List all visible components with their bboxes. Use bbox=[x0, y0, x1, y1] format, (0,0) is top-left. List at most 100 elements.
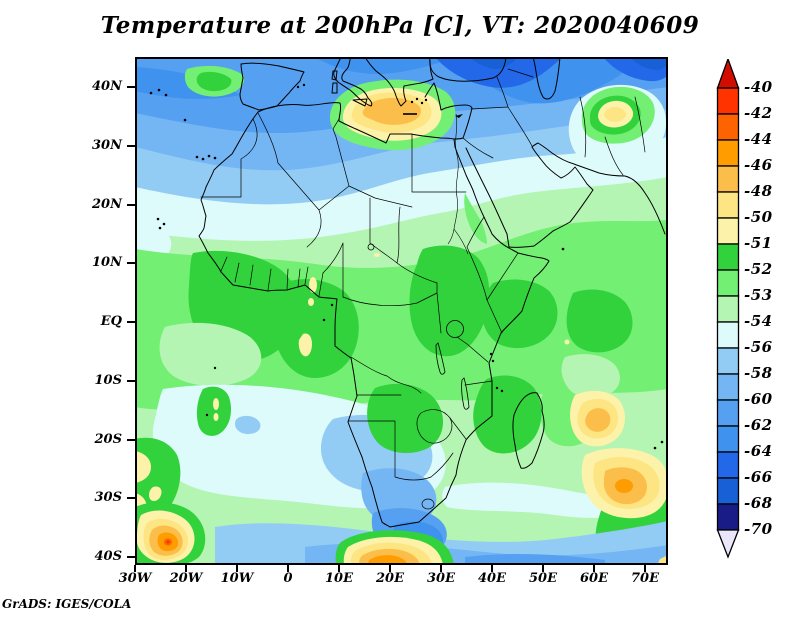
colorbar-arrow-above bbox=[716, 59, 740, 89]
x-axis-label: 40E bbox=[478, 571, 506, 586]
x-axis-tick bbox=[287, 565, 289, 572]
y-axis-tick bbox=[127, 497, 135, 500]
y-axis-label: 30N bbox=[92, 137, 122, 153]
y-axis-label: 40S bbox=[94, 549, 122, 564]
x-axis-label: 0 bbox=[283, 571, 293, 586]
y-axis-label: 20S bbox=[94, 431, 122, 447]
colorbar-tick-label: -60 bbox=[744, 390, 773, 408]
colorbar-cell bbox=[716, 477, 740, 505]
y-axis-label: 40N bbox=[92, 79, 122, 94]
colorbar-tick-label: -54 bbox=[744, 312, 773, 330]
x-axis-tick bbox=[542, 565, 544, 572]
colorbar-tick-label: -46 bbox=[744, 156, 773, 174]
colorbar-cell bbox=[716, 217, 740, 245]
x-axis-label: 10E bbox=[325, 571, 353, 586]
nile-river bbox=[447, 113, 469, 255]
colorbar-tick-label: -48 bbox=[744, 182, 773, 200]
y-axis-tick bbox=[127, 262, 135, 265]
y-axis-label: 10N bbox=[92, 255, 122, 271]
lake-malawi bbox=[461, 377, 470, 410]
lake-layer bbox=[367, 243, 470, 410]
colorbar-cell bbox=[716, 113, 740, 141]
x-axis-tick bbox=[491, 565, 493, 572]
colorbar-tick-label: -56 bbox=[744, 338, 773, 356]
x-axis-tick bbox=[440, 565, 442, 572]
map-frame bbox=[135, 57, 668, 565]
y-axis-label: 30S bbox=[94, 490, 122, 506]
madagascar-coastline bbox=[512, 392, 545, 469]
colorbar-bar bbox=[716, 59, 740, 559]
x-axis-tick bbox=[389, 565, 391, 572]
colorbar-cell bbox=[716, 165, 740, 193]
attribution-text: GrADS: IGES/COLA bbox=[2, 597, 132, 611]
x-axis-label: 20E bbox=[376, 571, 404, 586]
y-axis-tick bbox=[127, 144, 135, 147]
x-axis-tick bbox=[338, 565, 340, 572]
colorbar-cell bbox=[716, 295, 740, 323]
y-axis-tick bbox=[127, 86, 135, 88]
y-axis-tick bbox=[127, 556, 135, 558]
x-axis-tick bbox=[134, 565, 136, 572]
y-axis-tick bbox=[127, 438, 135, 441]
colorbar-tick-label: -68 bbox=[744, 494, 773, 512]
x-axis-label: 30W bbox=[118, 571, 152, 586]
colorbar-tick-label: -66 bbox=[744, 468, 773, 486]
colorbar-tick-label: -58 bbox=[744, 364, 773, 382]
colorbar-cell bbox=[716, 87, 740, 115]
colorbar-cell bbox=[716, 243, 740, 271]
y-axis-label: EQ bbox=[100, 314, 122, 329]
colorbar-cell bbox=[716, 269, 740, 297]
arabia-coastline bbox=[465, 146, 594, 248]
x-axis-label: 70E bbox=[631, 571, 659, 586]
black-sea-coastline bbox=[429, 57, 507, 82]
x-axis-tick bbox=[593, 565, 595, 572]
contour-fill-layer bbox=[135, 57, 668, 565]
x-axis-tick bbox=[185, 565, 187, 572]
colorbar-tick-label: -53 bbox=[744, 286, 773, 304]
colorbar-tick-label: -50 bbox=[744, 208, 773, 226]
map-plot bbox=[135, 57, 668, 565]
colorbar-cell bbox=[716, 373, 740, 401]
x-axis-label: 20W bbox=[169, 571, 203, 586]
lake-victoria bbox=[446, 320, 464, 338]
colorbar-cell bbox=[716, 191, 740, 219]
colorbar-tick-label: -70 bbox=[744, 520, 773, 538]
x-axis-label: 10W bbox=[220, 571, 254, 586]
colorbar-cell bbox=[716, 321, 740, 349]
river-layer bbox=[447, 113, 469, 255]
colorbar-tick-label: -52 bbox=[744, 260, 773, 278]
x-axis-tick bbox=[644, 565, 646, 572]
y-axis-tick bbox=[127, 379, 135, 382]
turkey-levant-coastline bbox=[424, 82, 473, 140]
lake-tanganyika bbox=[435, 342, 446, 375]
x-axis-label: 50E bbox=[529, 571, 557, 586]
y-axis-label: 10S bbox=[94, 372, 122, 388]
balkans-greece-coastline bbox=[364, 57, 434, 107]
y-axis-tick bbox=[127, 203, 135, 206]
x-axis-label: 60E bbox=[580, 571, 608, 586]
colorbar-cell bbox=[716, 139, 740, 167]
africa-coastline bbox=[198, 102, 550, 528]
colorbar-cell bbox=[716, 451, 740, 479]
colorbar-tick-label: -51 bbox=[744, 234, 773, 252]
caspian-sea-coastline bbox=[532, 57, 561, 100]
map-plot-area bbox=[135, 57, 668, 565]
colorbar-tick-label: -64 bbox=[744, 442, 773, 460]
border-layer bbox=[200, 65, 646, 510]
x-axis-label: 30E bbox=[427, 571, 455, 586]
colorbar-cell bbox=[716, 425, 740, 453]
black-sea-cold-core bbox=[435, 57, 563, 88]
colorbar-cell bbox=[716, 347, 740, 375]
plot-title: Temperature at 200hPa [C], VT: 202004060… bbox=[100, 12, 700, 39]
y-axis-tick bbox=[127, 321, 135, 323]
iran-india-coastline bbox=[531, 142, 666, 235]
x-axis-tick bbox=[236, 565, 238, 572]
colorbar-cell bbox=[716, 399, 740, 427]
colorbar-tick-label: -40 bbox=[744, 78, 773, 96]
island-layer bbox=[149, 83, 664, 450]
colorbar-tick-label: -62 bbox=[744, 416, 773, 434]
colorbar-cell bbox=[716, 503, 740, 531]
y-axis-label: 20N bbox=[92, 196, 122, 212]
lake-chad bbox=[367, 243, 375, 251]
